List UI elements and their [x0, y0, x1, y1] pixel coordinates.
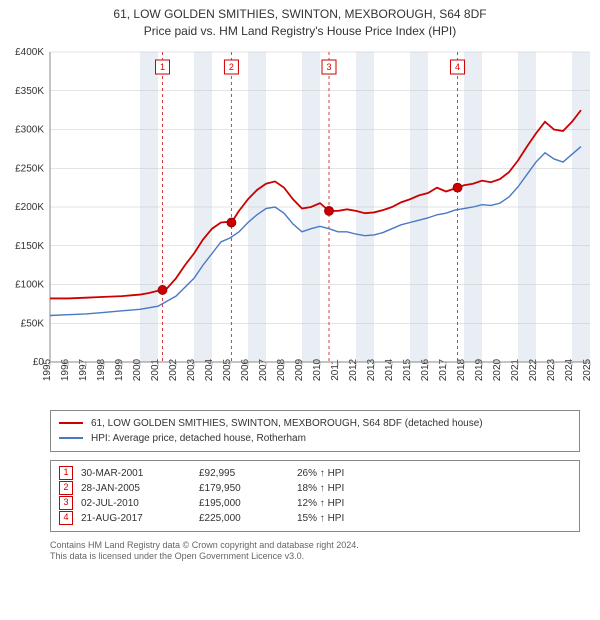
- event-price: £195,000: [199, 496, 289, 511]
- legend: 61, LOW GOLDEN SMITHIES, SWINTON, MEXBOR…: [50, 410, 580, 452]
- legend-row: 61, LOW GOLDEN SMITHIES, SWINTON, MEXBOR…: [59, 416, 571, 431]
- svg-text:£300K: £300K: [15, 124, 44, 135]
- event-row: 4 21-AUG-2017 £225,000 15% ↑ HPI: [59, 511, 571, 526]
- event-row: 2 28-JAN-2005 £179,950 18% ↑ HPI: [59, 481, 571, 496]
- event-pct: 18% ↑ HPI: [297, 481, 344, 496]
- event-pct: 26% ↑ HPI: [297, 466, 344, 481]
- legend-row: HPI: Average price, detached house, Roth…: [59, 431, 571, 446]
- footer: Contains HM Land Registry data © Crown c…: [50, 540, 580, 563]
- svg-text:4: 4: [455, 62, 460, 72]
- legend-label: 61, LOW GOLDEN SMITHIES, SWINTON, MEXBOR…: [91, 416, 483, 431]
- event-marker: 3: [59, 496, 73, 510]
- footer-line: Contains HM Land Registry data © Crown c…: [50, 540, 580, 552]
- legend-swatch: [59, 437, 83, 439]
- chart-title-block: 61, LOW GOLDEN SMITHIES, SWINTON, MEXBOR…: [0, 0, 600, 42]
- svg-text:£150K: £150K: [15, 240, 44, 251]
- chart: £0£50K£100K£150K£200K£250K£300K£350K£400…: [0, 42, 600, 402]
- svg-text:3: 3: [326, 62, 331, 72]
- event-marker: 4: [59, 511, 73, 525]
- event-marker: 1: [59, 466, 73, 480]
- event-date: 28-JAN-2005: [81, 481, 191, 496]
- events-table: 1 30-MAR-2001 £92,995 26% ↑ HPI 2 28-JAN-2005…: [50, 460, 580, 532]
- event-marker: 2: [59, 481, 73, 495]
- svg-text:£200K: £200K: [15, 202, 44, 213]
- chart-svg: £0£50K£100K£150K£200K£250K£300K£350K£400…: [0, 42, 600, 402]
- event-row: 1 30-MAR-2001 £92,995 26% ↑ HPI: [59, 466, 571, 481]
- svg-text:2: 2: [229, 62, 234, 72]
- svg-text:£250K: £250K: [15, 163, 44, 174]
- event-date: 02-JUL-2010: [81, 496, 191, 511]
- chart-title-line2: Price paid vs. HM Land Registry's House …: [0, 23, 600, 40]
- legend-label: HPI: Average price, detached house, Roth…: [91, 431, 306, 446]
- svg-text:£400K: £400K: [15, 47, 44, 58]
- event-pct: 15% ↑ HPI: [297, 511, 344, 526]
- event-price: £179,950: [199, 481, 289, 496]
- svg-text:1: 1: [160, 62, 165, 72]
- event-pct: 12% ↑ HPI: [297, 496, 344, 511]
- event-price: £92,995: [199, 466, 289, 481]
- svg-text:£100K: £100K: [15, 279, 44, 290]
- chart-title-line1: 61, LOW GOLDEN SMITHIES, SWINTON, MEXBOR…: [0, 6, 600, 23]
- footer-line: This data is licensed under the Open Gov…: [50, 551, 580, 563]
- event-date: 30-MAR-2001: [81, 466, 191, 481]
- svg-text:£50K: £50K: [21, 318, 45, 329]
- page: 61, LOW GOLDEN SMITHIES, SWINTON, MEXBOR…: [0, 0, 600, 563]
- event-date: 21-AUG-2017: [81, 511, 191, 526]
- event-price: £225,000: [199, 511, 289, 526]
- event-row: 3 02-JUL-2010 £195,000 12% ↑ HPI: [59, 496, 571, 511]
- svg-text:£350K: £350K: [15, 85, 44, 96]
- legend-swatch: [59, 422, 83, 424]
